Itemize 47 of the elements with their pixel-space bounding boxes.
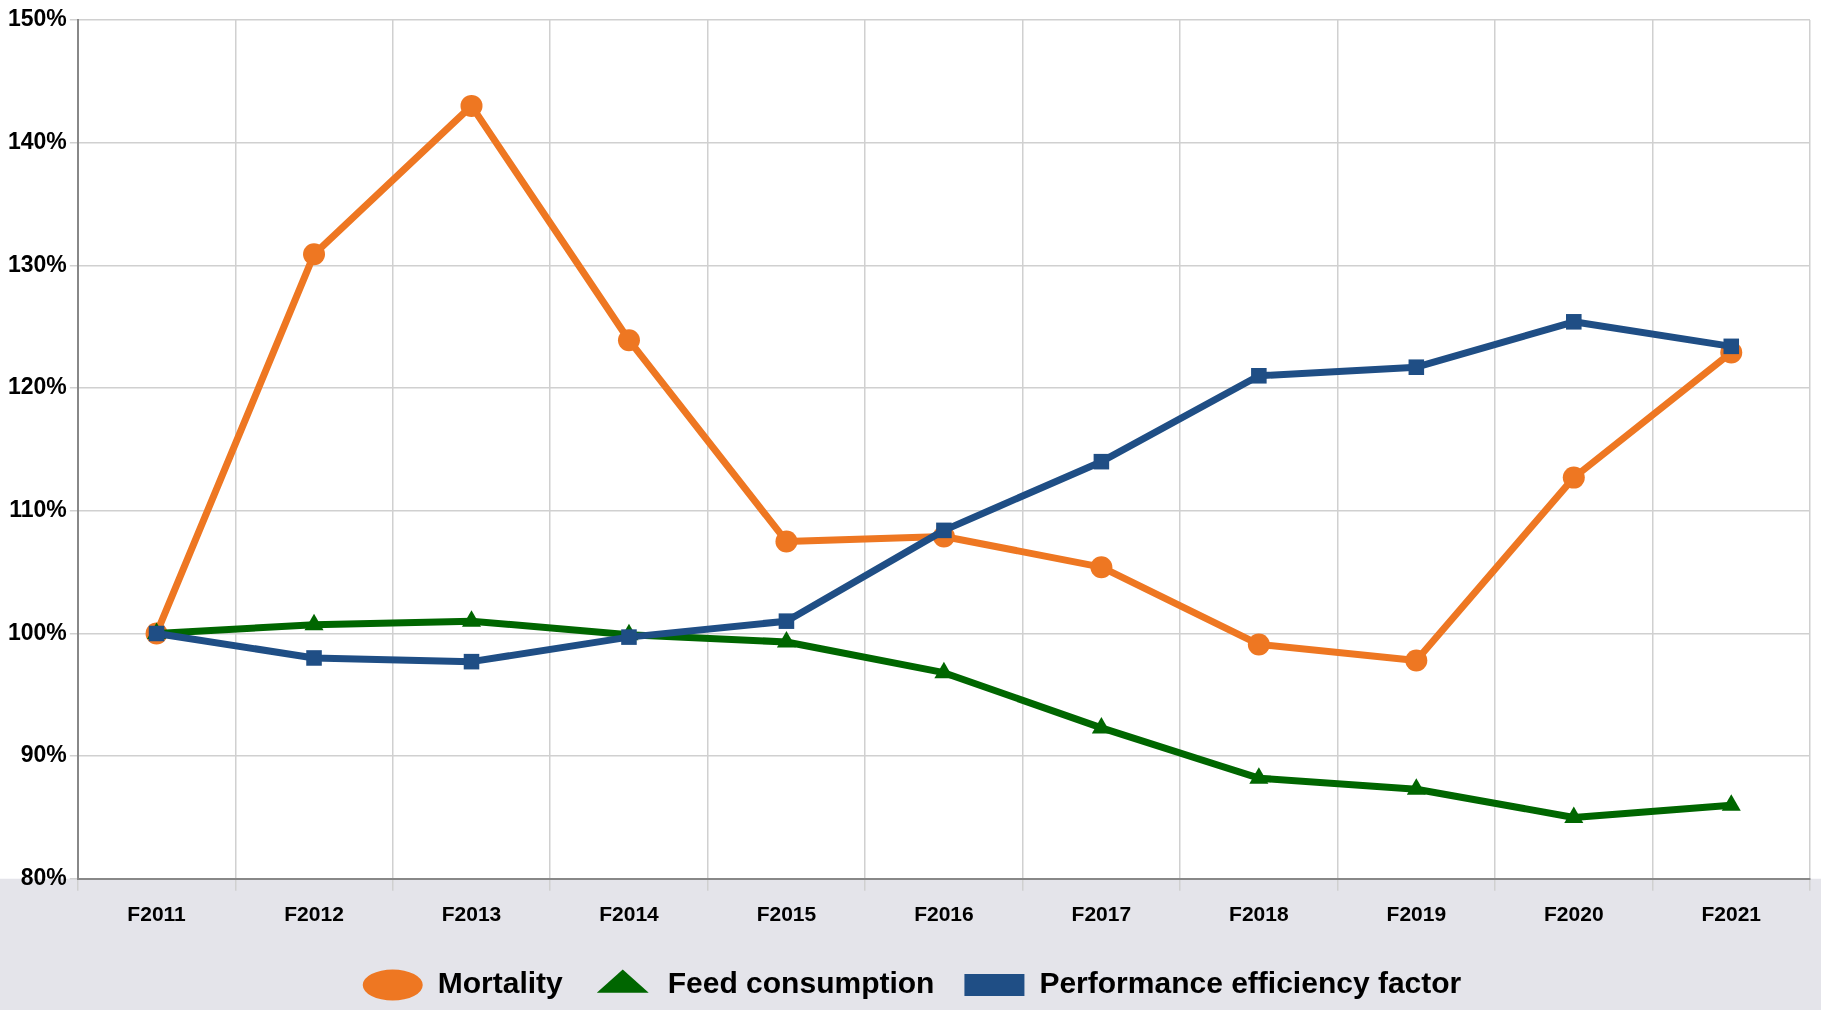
x-tick-label: F2014 (599, 902, 660, 926)
point (1405, 649, 1428, 672)
y-tick-label: 130% (8, 250, 67, 277)
legend-label: Mortality (437, 966, 564, 1000)
point (306, 650, 322, 666)
point (775, 530, 798, 553)
x-tick-label: F2019 (1386, 902, 1447, 926)
x-tick-label: F2018 (1229, 902, 1289, 926)
x-tick-label: F2017 (1071, 902, 1132, 926)
point (617, 329, 640, 352)
point (303, 243, 326, 266)
point (460, 94, 483, 117)
point (1249, 767, 1269, 784)
y-tick-label: 120% (8, 373, 67, 400)
x-tick-label: F2015 (756, 902, 817, 926)
y-tick-label: 150% (8, 5, 67, 32)
y-tick-label: 90% (20, 741, 67, 768)
point (304, 613, 324, 631)
point (1566, 314, 1582, 330)
point (463, 653, 480, 670)
x-tick-label: F2021 (1701, 902, 1762, 926)
point (1093, 453, 1110, 470)
x-tick-label: F2012 (284, 902, 344, 926)
point (1721, 794, 1741, 811)
point (1090, 556, 1113, 579)
point (778, 613, 795, 629)
y-tick-label: 100% (8, 618, 67, 645)
legend-label: Feed consumption (667, 966, 935, 1000)
y-tick-label: 110% (9, 496, 67, 523)
point (1251, 368, 1267, 384)
point (776, 631, 796, 648)
x-tick-label: F2016 (914, 902, 974, 926)
y-tick-label: 140% (8, 128, 67, 155)
point (1562, 466, 1585, 489)
point (621, 629, 637, 645)
legend-label: Performance efficiency factor (1039, 966, 1462, 1000)
point (1247, 633, 1270, 656)
x-tick-label: F2013 (441, 902, 502, 926)
point (1406, 778, 1426, 795)
point (461, 610, 482, 627)
point (934, 661, 954, 679)
point (1091, 716, 1111, 734)
x-tick-label: F2020 (1544, 902, 1604, 926)
point (1564, 806, 1584, 823)
y-tick-label: 80% (20, 864, 67, 891)
point (1408, 359, 1425, 375)
x-tick-label: F2011 (127, 902, 187, 926)
